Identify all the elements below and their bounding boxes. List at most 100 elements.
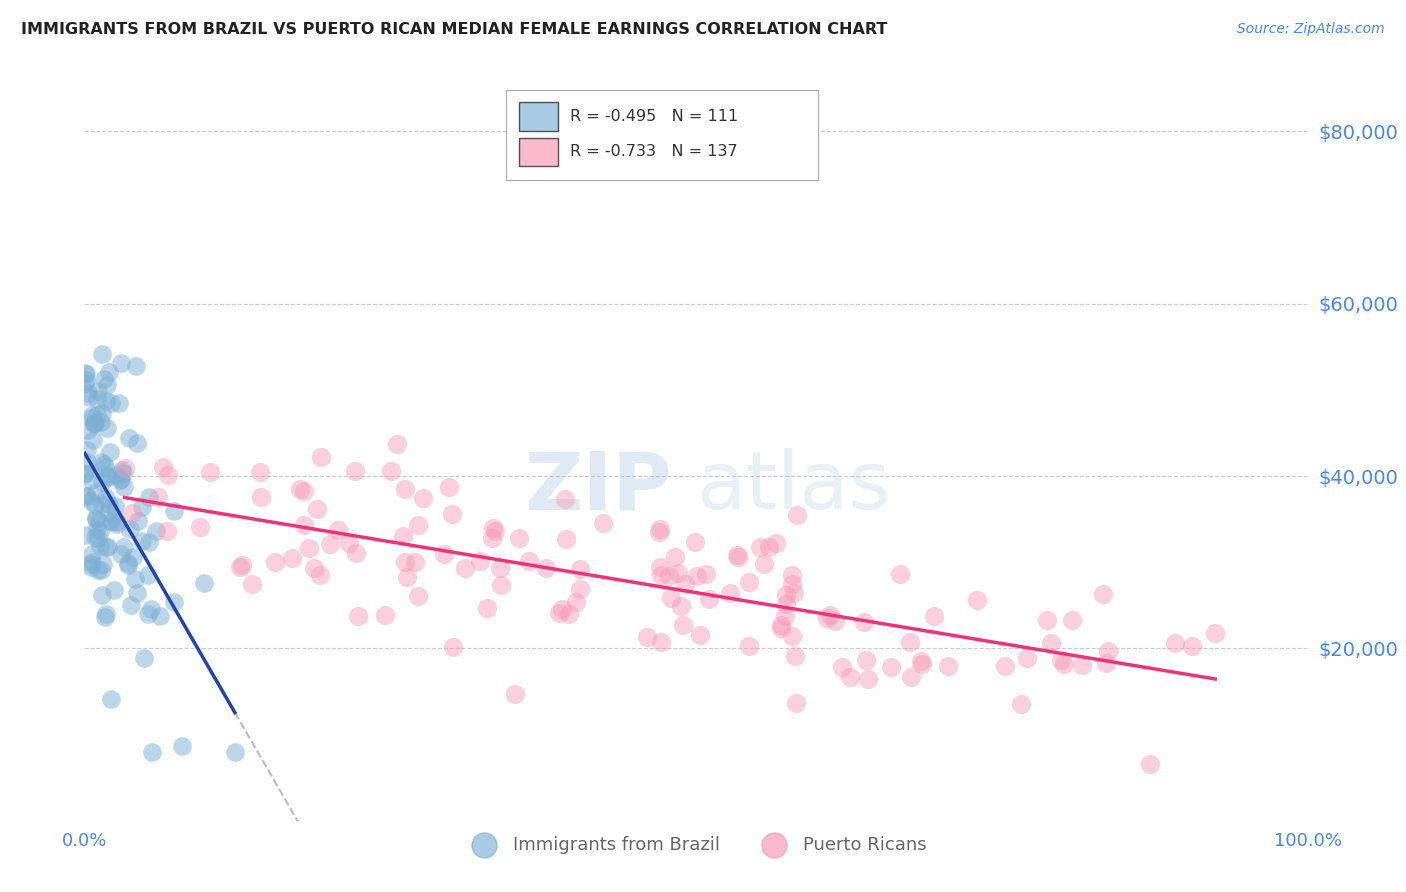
- Point: [80, 557, 103, 571]
- Point: [114, 461, 136, 475]
- Point: [769, 617, 792, 632]
- Point: [470, 554, 492, 568]
- Point: [117, 557, 139, 571]
- Point: [1062, 613, 1084, 627]
- Point: [292, 517, 315, 532]
- FancyBboxPatch shape: [506, 90, 818, 180]
- Point: [309, 568, 332, 582]
- Point: [73, 490, 96, 504]
- Point: [1015, 651, 1038, 665]
- Point: [96, 541, 118, 555]
- Point: [855, 653, 877, 667]
- Point: [224, 745, 246, 759]
- Point: [110, 472, 132, 486]
- Point: [84, 485, 107, 500]
- Point: [1071, 657, 1094, 672]
- Point: [110, 547, 132, 561]
- Point: [657, 568, 679, 582]
- Point: [76, 385, 98, 400]
- Point: [111, 466, 134, 480]
- Point: [780, 629, 803, 643]
- Point: [1010, 697, 1032, 711]
- Point: [1095, 656, 1118, 670]
- Point: [412, 491, 434, 505]
- Point: [818, 608, 841, 623]
- Point: [105, 515, 128, 529]
- Point: [125, 586, 148, 600]
- Point: [76, 455, 98, 469]
- Point: [326, 523, 349, 537]
- Point: [922, 608, 945, 623]
- Point: [785, 696, 807, 710]
- Point: [481, 521, 503, 535]
- Point: [1053, 657, 1076, 672]
- Point: [454, 561, 477, 575]
- Point: [121, 549, 143, 564]
- Point: [831, 659, 853, 673]
- Point: [77, 423, 100, 437]
- Point: [394, 482, 416, 496]
- Point: [695, 567, 717, 582]
- Point: [83, 417, 105, 431]
- Point: [242, 576, 264, 591]
- Point: [75, 467, 97, 481]
- Point: [146, 490, 169, 504]
- Text: R = -0.733   N = 137: R = -0.733 N = 137: [569, 145, 738, 160]
- Point: [104, 467, 127, 482]
- Point: [193, 575, 215, 590]
- Point: [441, 508, 464, 522]
- Point: [1204, 626, 1226, 640]
- Point: [647, 525, 669, 540]
- Point: [280, 551, 302, 566]
- Point: [319, 537, 342, 551]
- Point: [406, 518, 429, 533]
- Point: [880, 660, 903, 674]
- Point: [110, 356, 132, 370]
- Point: [557, 607, 579, 622]
- Point: [1092, 586, 1115, 600]
- Point: [966, 593, 988, 607]
- Point: [374, 607, 396, 622]
- Point: [145, 524, 167, 538]
- Point: [385, 437, 408, 451]
- Point: [1164, 636, 1187, 650]
- Point: [910, 654, 932, 668]
- Point: [83, 530, 105, 544]
- Point: [131, 500, 153, 515]
- Point: [80, 409, 103, 423]
- Point: [309, 450, 332, 464]
- Point: [650, 567, 672, 582]
- Point: [90, 415, 112, 429]
- Point: [337, 535, 360, 549]
- Point: [90, 406, 112, 420]
- Point: [551, 602, 574, 616]
- Point: [94, 607, 117, 622]
- FancyBboxPatch shape: [519, 102, 558, 130]
- Point: [120, 599, 142, 613]
- Point: [650, 560, 672, 574]
- Point: [775, 588, 797, 602]
- Point: [408, 589, 430, 603]
- Point: [569, 582, 592, 596]
- Text: ZIP: ZIP: [524, 448, 672, 526]
- Point: [673, 577, 696, 591]
- Point: [994, 658, 1017, 673]
- Point: [396, 569, 419, 583]
- Point: [686, 569, 709, 583]
- FancyBboxPatch shape: [519, 137, 558, 166]
- Point: [404, 555, 426, 569]
- Point: [80, 560, 103, 574]
- Point: [121, 507, 143, 521]
- Point: [96, 468, 118, 483]
- Point: [347, 608, 370, 623]
- Point: [1036, 613, 1059, 627]
- Point: [84, 416, 107, 430]
- Point: [103, 583, 125, 598]
- Point: [302, 561, 325, 575]
- Point: [889, 566, 911, 581]
- Point: [138, 535, 160, 549]
- Point: [157, 467, 180, 482]
- Point: [727, 550, 749, 565]
- Point: [141, 745, 163, 759]
- Point: [90, 475, 112, 489]
